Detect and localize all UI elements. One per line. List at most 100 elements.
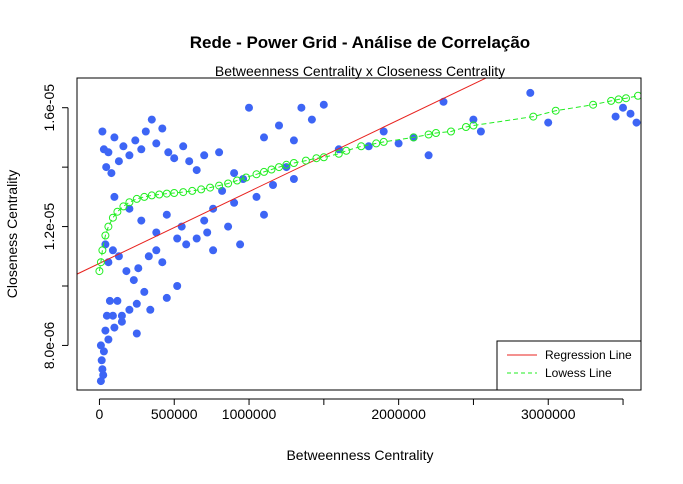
- data-point: [289, 136, 298, 145]
- data-point: [152, 139, 161, 148]
- data-point: [252, 192, 261, 201]
- lowess-line: [98, 95, 639, 272]
- data-point: [107, 169, 116, 178]
- lowess-point: [282, 160, 291, 169]
- lowess-point: [342, 146, 351, 155]
- data-point: [200, 151, 209, 160]
- data-point: [162, 210, 171, 219]
- data-point: [102, 311, 111, 320]
- x-tick-label: 3000000: [521, 406, 576, 422]
- x-axis-label: Betweenness Centrality: [286, 447, 433, 463]
- data-point: [173, 234, 182, 243]
- data-point: [117, 317, 126, 326]
- lowess-point: [379, 137, 388, 146]
- data-point: [230, 198, 239, 207]
- lowess-point: [132, 194, 141, 203]
- data-point: [364, 142, 373, 151]
- data-point: [122, 267, 131, 276]
- data-point: [141, 127, 150, 136]
- lowess-point: [252, 170, 261, 179]
- lowess-point: [188, 186, 197, 195]
- data-point: [132, 299, 141, 308]
- data-point: [526, 88, 535, 97]
- data-point: [158, 124, 167, 133]
- lowess-point: [140, 192, 149, 201]
- lowess-point: [622, 94, 630, 103]
- x-tick-label: 1000000: [222, 406, 277, 422]
- data-point: [182, 240, 191, 249]
- data-point: [119, 142, 128, 151]
- data-point: [209, 246, 218, 255]
- lowess-point: [104, 222, 113, 231]
- data-point: [110, 192, 119, 201]
- data-point: [137, 216, 146, 225]
- legend-box: [496, 340, 642, 391]
- lowess-point: [98, 246, 107, 255]
- data-point: [105, 296, 114, 305]
- lowess-point: [108, 213, 117, 222]
- lowess-point: [529, 112, 538, 121]
- lowess-point: [170, 189, 179, 197]
- data-point: [99, 371, 108, 380]
- lowess-point: [215, 181, 224, 190]
- lowess-point: [113, 207, 122, 216]
- data-point: [144, 252, 153, 261]
- data-point: [134, 264, 143, 273]
- data-point: [152, 228, 161, 237]
- x-tick-label: 0: [96, 406, 104, 422]
- data-point: [185, 157, 194, 166]
- data-point: [170, 154, 179, 163]
- lowess-point: [125, 198, 134, 207]
- axes: 0 500000 1000000 2000000 3000000 8.0e-06 1.2e-…: [41, 84, 624, 422]
- data-point: [439, 97, 448, 106]
- data-point: [619, 103, 627, 112]
- data-point: [158, 258, 167, 267]
- x-tick-label: 500000: [151, 406, 198, 422]
- data-point: [117, 311, 126, 320]
- data-point: [137, 145, 146, 154]
- lowess-point: [206, 183, 215, 192]
- data-point: [147, 115, 156, 124]
- lowess-point: [289, 159, 298, 167]
- data-point: [626, 109, 635, 118]
- data-point: [104, 335, 113, 344]
- lowess-point: [301, 156, 310, 165]
- lowess-point: [95, 267, 104, 276]
- x-tick-label: 2000000: [371, 406, 426, 422]
- chart-title: Rede - Power Grid - Análise de Correlaçã…: [190, 33, 530, 52]
- legend: Regression Line Lowess Line: [496, 340, 642, 391]
- lowess-point: [469, 121, 478, 130]
- data-point: [125, 151, 134, 160]
- data-point: [192, 166, 201, 175]
- legend-label-lowess: Lowess Line: [545, 366, 612, 380]
- data-point: [110, 133, 119, 142]
- data-point: [101, 326, 110, 335]
- lowess-point: [357, 142, 366, 151]
- plot-area: [77, 78, 641, 386]
- data-point: [394, 139, 403, 148]
- lowess-point: [424, 130, 433, 139]
- data-point: [203, 228, 212, 237]
- y-tick-label: 1.2e-05: [41, 203, 57, 251]
- lowess-point: [224, 179, 233, 188]
- chart-subtitle: Betweenness Centrality x Closeness Centr…: [215, 63, 505, 79]
- data-point: [131, 136, 140, 145]
- data-point: [260, 210, 268, 219]
- data-point: [236, 240, 245, 249]
- data-point: [99, 347, 108, 356]
- data-point: [307, 115, 316, 124]
- lowess-point: [432, 129, 440, 137]
- data-point: [162, 293, 171, 302]
- lowess-point: [589, 100, 598, 109]
- data-point: [114, 252, 123, 261]
- lowess-point: [372, 139, 381, 148]
- data-point: [102, 163, 111, 172]
- data-point: [164, 148, 173, 157]
- lowess-point: [197, 185, 206, 194]
- data-point: [97, 356, 106, 365]
- data-point: [611, 112, 620, 121]
- lowess-point: [260, 167, 268, 176]
- lowess-point: [607, 96, 616, 105]
- data-point: [113, 296, 122, 305]
- data-point: [424, 151, 433, 160]
